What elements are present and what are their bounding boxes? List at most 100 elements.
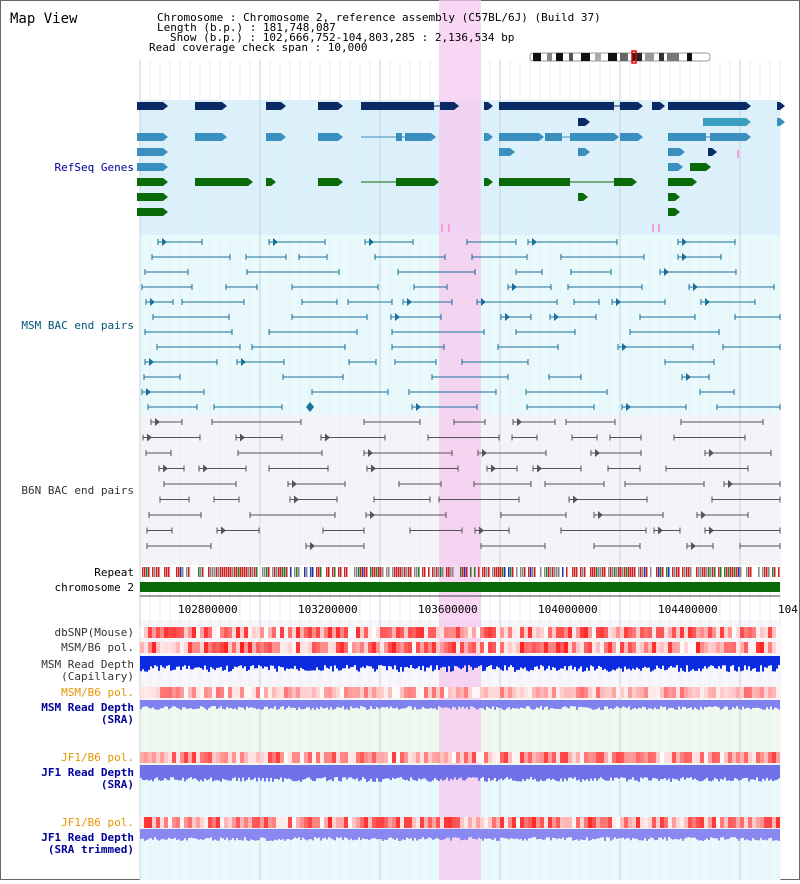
- depth-bar: [482, 765, 484, 778]
- depth-bar: [658, 656, 660, 669]
- b6n-bac-track[interactable]: [142, 418, 781, 550]
- depth-bar: [180, 829, 182, 841]
- gene-exon: [614, 178, 632, 186]
- msm-bac-track[interactable]: [141, 238, 781, 412]
- gene-arrow: [746, 118, 751, 126]
- polymorphism-tracks[interactable]: [140, 627, 780, 828]
- depth-bar: [586, 656, 588, 668]
- heat-cell: [436, 642, 440, 653]
- heat-cell: [280, 687, 284, 698]
- repeat-track[interactable]: [142, 567, 780, 577]
- heat-cell: [596, 817, 600, 828]
- label-b6n-bac[interactable]: B6N BAC end pairs: [21, 484, 134, 497]
- selected-region-highlight[interactable]: [439, 0, 481, 880]
- depth-bar: [674, 829, 676, 839]
- depth-bar: [640, 700, 642, 709]
- heat-cell: [216, 627, 220, 638]
- depth-bar: [546, 700, 548, 707]
- depth-bar: [534, 829, 536, 838]
- depth-bar: [464, 700, 466, 709]
- heat-cell: [388, 642, 392, 653]
- depth-bar: [728, 829, 730, 839]
- label-msm-bac[interactable]: MSM BAC end pairs: [21, 319, 134, 332]
- depth-bar: [598, 765, 600, 779]
- bac-arrow: [709, 449, 714, 457]
- depth-bar: [546, 829, 548, 838]
- depth-bar: [412, 700, 414, 710]
- chromosome-bar[interactable]: [140, 582, 780, 592]
- heat-cell: [256, 627, 260, 638]
- heat-cell: [756, 627, 760, 638]
- depth-bar: [198, 829, 200, 840]
- heat-cell: [380, 817, 384, 828]
- heat-cell: [700, 627, 704, 638]
- heat-cell: [168, 627, 172, 638]
- depth-bar: [398, 700, 400, 710]
- repeat-element: [274, 567, 276, 577]
- repeat-element: [740, 567, 742, 577]
- depth-bar: [424, 765, 426, 779]
- depth-bar: [498, 700, 500, 709]
- depth-bar: [352, 700, 354, 709]
- depth-bar: [552, 700, 554, 709]
- gene-marker: [658, 224, 660, 232]
- depth-bar: [530, 765, 532, 778]
- gene-arrow: [638, 102, 643, 110]
- depth-bar: [140, 656, 142, 672]
- heat-cell: [300, 817, 304, 828]
- label-refseq-genes[interactable]: RefSeq Genes: [55, 161, 134, 174]
- heat-cell: [220, 752, 224, 763]
- heat-cell: [608, 627, 612, 638]
- depth-bar: [142, 700, 144, 707]
- depth-bar: [186, 656, 188, 669]
- depth-bar: [618, 700, 620, 708]
- depth-bar: [506, 700, 508, 709]
- repeat-element: [250, 567, 252, 577]
- repeat-element: [764, 567, 766, 577]
- heat-cell: [524, 627, 528, 638]
- depth-bar: [476, 765, 478, 778]
- depth-bar: [430, 829, 432, 839]
- heat-cell: [324, 752, 328, 763]
- gene-exon: [570, 133, 614, 141]
- depth-bar: [592, 700, 594, 710]
- depth-bar: [748, 829, 750, 841]
- chromosome-ideogram[interactable]: [529, 50, 711, 64]
- depth-bar: [616, 765, 618, 778]
- depth-bar: [438, 656, 440, 671]
- depth-bar: [350, 700, 352, 707]
- heat-cell: [344, 752, 348, 763]
- heat-cell: [188, 642, 192, 653]
- heat-cell: [500, 627, 504, 638]
- gene-exon: [195, 133, 222, 141]
- repeat-element: [446, 567, 448, 577]
- heat-cell: [628, 627, 632, 638]
- heat-cell: [404, 627, 408, 638]
- refseq-genes-track[interactable]: [137, 102, 785, 232]
- heat-cell: [492, 752, 496, 763]
- depth-bar: [414, 829, 416, 839]
- depth-bar: [312, 829, 314, 841]
- depth-bar: [526, 829, 528, 841]
- depth-bar: [666, 656, 668, 670]
- heat-cell: [552, 627, 556, 638]
- depth-bar: [658, 829, 660, 838]
- depth-bar: [642, 829, 644, 841]
- heat-cell: [224, 817, 228, 828]
- heat-cell: [140, 817, 144, 828]
- label-jf1-b6-pol-2: JF1/B6 pol.: [61, 816, 134, 829]
- bac-arrow: [149, 358, 154, 366]
- depth-bar: [210, 765, 212, 778]
- heat-cell: [732, 642, 736, 653]
- depth-bar: [232, 829, 234, 839]
- depth-bar: [666, 700, 668, 710]
- depth-bar: [148, 829, 150, 839]
- depth-bar: [242, 656, 244, 669]
- heat-cell: [512, 752, 516, 763]
- read-depth-tracks[interactable]: [140, 656, 780, 841]
- heat-cell: [328, 642, 332, 653]
- depth-bar: [578, 829, 580, 841]
- depth-bar: [410, 700, 412, 707]
- heat-cell: [416, 752, 420, 763]
